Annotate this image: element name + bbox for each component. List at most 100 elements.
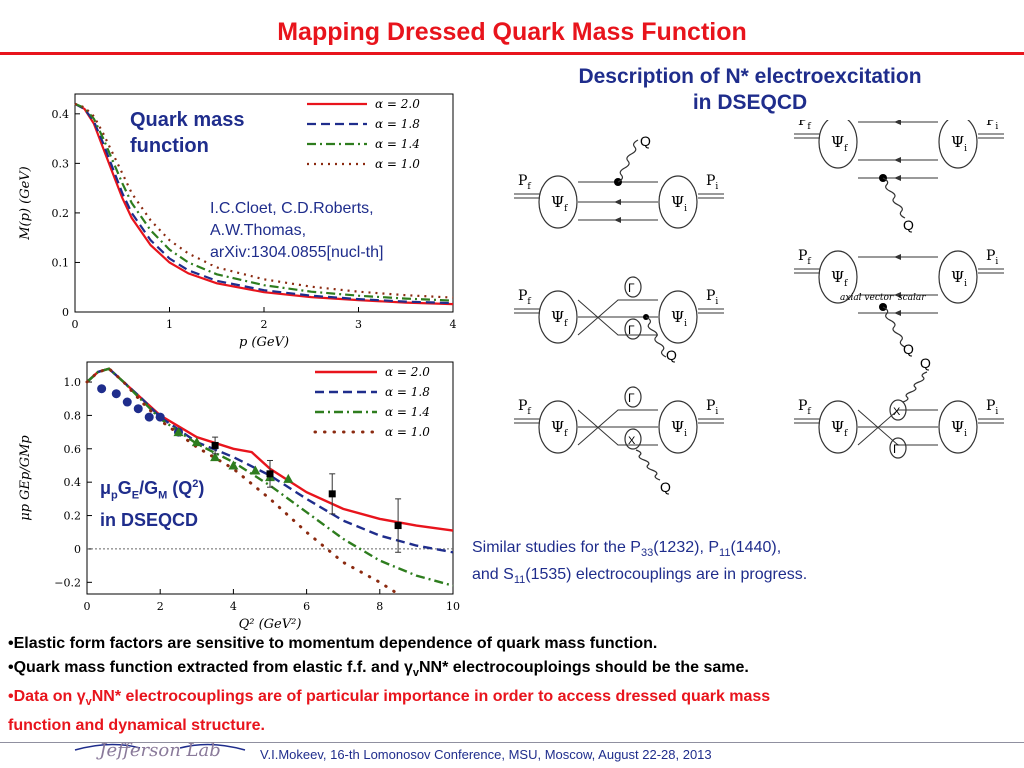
series-line — [74, 102, 454, 305]
gamma-label: Γ — [628, 323, 635, 337]
momentum-label: Pi — [706, 173, 718, 192]
series-line — [85, 367, 400, 596]
photon-line — [635, 449, 661, 481]
y-tick-label: 0.3 — [52, 157, 70, 170]
x-label: X — [893, 406, 901, 418]
y-tick-label: 0.8 — [64, 409, 82, 422]
wavefunction-bubble — [938, 400, 978, 454]
psi-symbol: Ψi — [671, 308, 687, 329]
psi-symbol: Ψf — [551, 418, 568, 439]
momentum-label: Pf — [798, 248, 811, 267]
momentum-subscript: f — [527, 182, 531, 192]
psi-subscript: f — [564, 319, 568, 329]
momentum-subscript: f — [807, 407, 811, 417]
psi-symbol: Ψi — [951, 268, 967, 289]
arrow-head — [614, 217, 621, 223]
crossing-line — [577, 299, 658, 336]
psi-symbol: Ψi — [951, 133, 967, 154]
momentum-subscript: f — [527, 297, 531, 307]
x-tick-label: 0 — [72, 318, 79, 331]
photon-line — [617, 139, 639, 183]
y-tick-label: 0 — [74, 543, 81, 556]
psi-subscript: i — [964, 279, 967, 289]
momentum-label: Pf — [518, 288, 531, 307]
q-label: Q — [903, 217, 914, 233]
momentum-label: Pf — [798, 120, 811, 132]
wavefunction-bubble — [538, 400, 578, 454]
momentum-subscript: i — [995, 257, 998, 267]
x-tick-label: 4 — [450, 318, 457, 331]
subtitle-line-1: Description of N* electroexcitation — [578, 65, 922, 88]
momentum-label: Pi — [986, 120, 998, 132]
form-factor-ratio-plot: 0 2 4 6 8 10−0.200.20.40.60.81.0Q² (GeV²)μp G… — [18, 361, 460, 632]
y-tick-label: −0.2 — [54, 576, 81, 589]
y-tick-label: 0.6 — [64, 443, 82, 456]
momentum-label: Pf — [798, 398, 811, 417]
scalar-label: scalar — [898, 293, 926, 303]
bullet-1: •Elastic form factors are sensitive to m… — [8, 635, 658, 652]
y-tick-label: 0.4 — [64, 476, 82, 489]
x-axis-label: Q² (GeV²) — [239, 617, 302, 632]
momentum-subscript: f — [807, 122, 811, 132]
wavefunction-bubble — [818, 400, 858, 454]
data-point-circle — [111, 389, 121, 399]
quark-mass-plot: 0 1 2 3 4 0 0.1 0.2 0.3 0.4 p (GeV) M(p) (GeV) α = 2… — [18, 93, 457, 350]
data-point-circle — [144, 412, 154, 422]
legend-label: α = 1.0 — [375, 157, 420, 171]
legend-label: α = 1.4 — [375, 137, 420, 151]
data-point-circle — [122, 397, 132, 407]
wavefunction-bubble — [818, 120, 858, 169]
y-tick-label: 0.2 — [52, 207, 70, 220]
gamma-label: Γ — [628, 281, 635, 295]
psi-symbol: Ψf — [551, 308, 568, 329]
x-tick-label: 2 — [261, 318, 268, 331]
q-label: Q — [666, 347, 677, 363]
x-tick-label: 4 — [230, 600, 237, 613]
psi-symbol: Ψf — [831, 133, 848, 154]
momentum-label: Pi — [706, 398, 718, 417]
momentum-label: Pf — [518, 173, 531, 192]
wavefunction-bubble — [538, 290, 578, 344]
diquark-vertex — [624, 276, 642, 298]
gamma-label: Γ — [628, 391, 635, 405]
x-tick-label: 1 — [166, 318, 173, 331]
arrow-head — [894, 175, 901, 181]
logo-text: Jefferson Lab — [95, 740, 220, 761]
y-tick-label: 0.1 — [52, 256, 70, 269]
title-divider — [0, 52, 1024, 55]
subtitle-line-2: in DSEQCD — [692, 91, 808, 114]
seagull-vertex — [889, 399, 907, 421]
data-point-triangle — [191, 437, 202, 447]
arrow-head — [894, 120, 901, 125]
ge-gm-label: μpGE/GM (Q2) in DSEQCD — [100, 472, 205, 532]
y-axis-label: μp GEp/GMp — [18, 435, 33, 521]
psi-subscript: i — [964, 144, 967, 154]
similar-studies-note: Similar studies for the P33(1232), P11(1… — [472, 539, 808, 587]
psi-symbol: Ψi — [671, 418, 687, 439]
momentum-subscript: f — [527, 407, 531, 417]
psi-subscript: i — [684, 204, 687, 214]
q-label: Q — [640, 133, 651, 149]
data-point-circle — [97, 384, 107, 394]
momentum-subscript: i — [995, 407, 998, 417]
photon-line — [902, 371, 928, 403]
wavefunction-bubble — [938, 250, 978, 304]
psi-subscript: f — [564, 204, 568, 214]
series-line — [74, 102, 454, 299]
jefferson-lab-logo: Jefferson Lab — [74, 740, 246, 761]
bullet-2: •Quark mass function extracted from elas… — [8, 659, 749, 680]
citation: I.C.Cloet, C.D.Roberts, A.W.Thomas, arXi… — [210, 198, 384, 264]
momentum-subscript: f — [807, 257, 811, 267]
y-axis-label: M(p) (GeV) — [18, 166, 33, 241]
arrow-head — [894, 292, 901, 298]
momentum-subscript: i — [995, 122, 998, 132]
psi-subscript: f — [564, 429, 568, 439]
data-point-square — [211, 441, 219, 449]
x-tick-label: 3 — [355, 318, 362, 331]
psi-subscript: i — [964, 429, 967, 439]
series-line — [74, 102, 454, 302]
bullet-list: •Elastic form factors are sensitive to m… — [8, 632, 1018, 738]
data-point-triangle — [250, 465, 261, 475]
momentum-label: Pi — [706, 288, 718, 307]
series-line — [74, 102, 454, 306]
